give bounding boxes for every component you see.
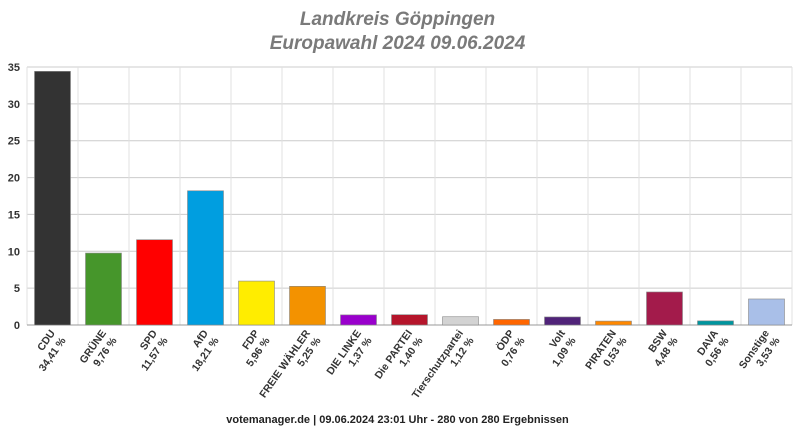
bar-volt xyxy=(544,316,581,326)
bar-bsw xyxy=(646,291,683,326)
bar-sonstige xyxy=(748,298,785,326)
y-tick-label: 5 xyxy=(14,283,20,295)
bar-die-linke xyxy=(340,314,377,326)
bar-dava xyxy=(697,320,734,326)
y-tick-label: 15 xyxy=(8,209,20,221)
chart-subtitle: Europawahl 2024 09.06.2024 xyxy=(269,33,526,54)
bar-ödp xyxy=(493,319,530,326)
bar-die-partei xyxy=(391,314,428,326)
y-tick-label: 30 xyxy=(8,99,20,111)
y-tick-label: 35 xyxy=(8,62,20,74)
footer-text: votemanager.de | 09.06.2024 23:01 Uhr - … xyxy=(226,414,569,426)
bar-cdu xyxy=(34,71,71,326)
bar-fdp xyxy=(238,280,275,326)
bar-tierschutzpartei xyxy=(442,316,479,326)
bar-spd xyxy=(136,239,173,326)
bar-afd xyxy=(187,190,224,326)
y-tick-label: 0 xyxy=(14,320,20,332)
bar-piraten xyxy=(595,320,632,326)
bar-grüne xyxy=(85,252,122,326)
y-tick-label: 10 xyxy=(8,246,20,258)
bar-freie-wähler xyxy=(289,285,326,326)
y-tick-label: 20 xyxy=(8,173,20,185)
chart-title: Landkreis Göppingen xyxy=(299,9,496,30)
y-tick-label: 25 xyxy=(8,136,20,148)
